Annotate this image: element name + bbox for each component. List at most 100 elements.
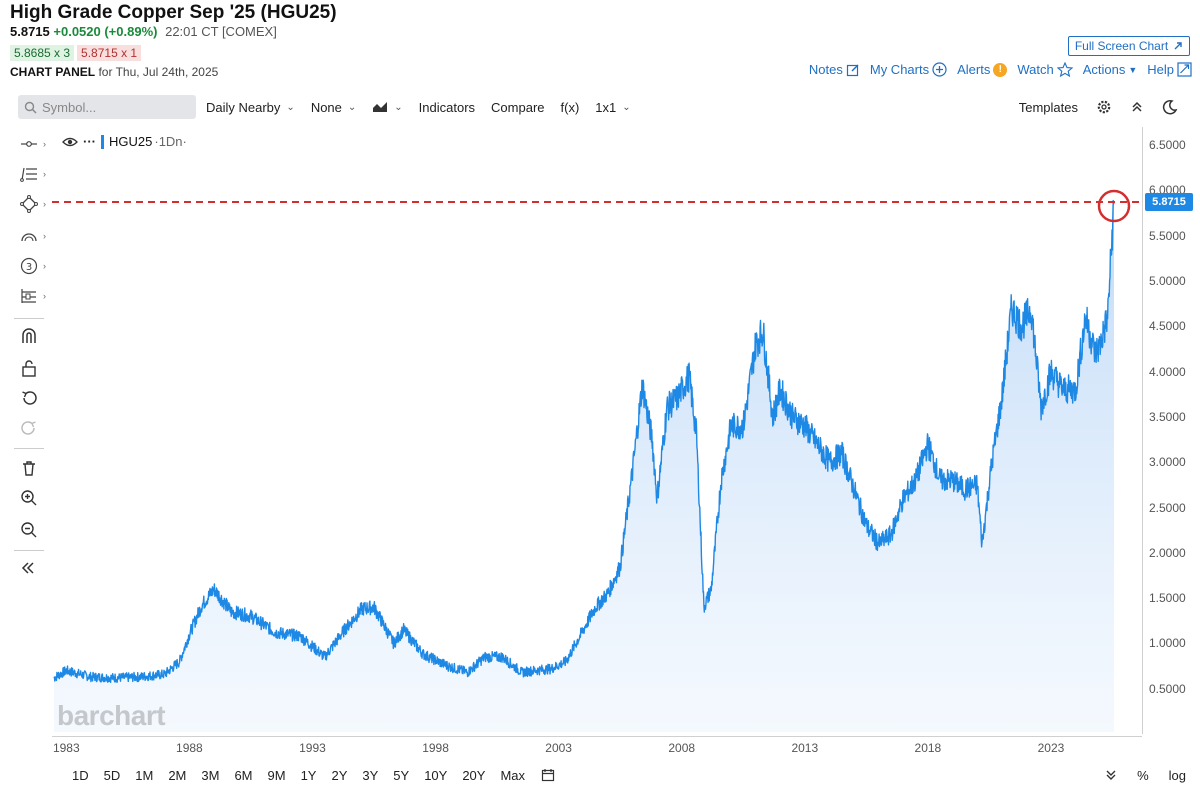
period-button-5d[interactable]: 5D [103, 767, 121, 783]
chevron-right-icon: › [43, 261, 46, 271]
period-button-6m[interactable]: 6M [234, 767, 253, 783]
last-price-tag: 5.8715 [1145, 193, 1193, 212]
double-chevron-down-icon[interactable] [1105, 769, 1117, 781]
time-tick-label: 1983 [52, 741, 80, 755]
price-tick-label: 4.0000 [1149, 364, 1186, 379]
legend-symbol: HGU25 [109, 134, 153, 149]
notes-link[interactable]: Notes [809, 62, 860, 77]
bid-ask: 5.8685 x 3 5.8715 x 1 [10, 45, 142, 61]
chart-type-dropdown[interactable]: ⌄ [372, 101, 403, 113]
zoom-in-button[interactable] [20, 488, 50, 508]
time-tick-label: 2003 [545, 741, 572, 755]
last-price-marker [1097, 189, 1131, 223]
collapse-sidebar-button[interactable] [20, 558, 50, 578]
redo-button[interactable] [20, 418, 50, 438]
calendar-icon[interactable] [541, 768, 555, 782]
period-button-20y[interactable]: 20Y [462, 767, 486, 783]
arc-tools-button[interactable]: › [20, 226, 50, 246]
alerts-link[interactable]: Alerts ! [957, 62, 1008, 77]
period-button-2y[interactable]: 2Y [331, 767, 348, 783]
watch-link[interactable]: Watch [1017, 62, 1073, 77]
overlay-dropdown[interactable]: None ⌄ [311, 100, 356, 115]
indicators-button[interactable]: Indicators [419, 100, 475, 115]
period-button-1d[interactable]: 1D [72, 767, 89, 783]
time-tick-label: 2018 [914, 741, 942, 755]
quote-line: 5.8715 +0.0520 (+0.89%) 22:01 CT [COMEX] [10, 24, 277, 39]
period-button-9m[interactable]: 9M [267, 767, 286, 783]
line-tools-button[interactable]: › [20, 134, 50, 154]
bottom-right-controls: % log [1105, 760, 1186, 790]
price-tick-label: 3.5000 [1149, 409, 1186, 424]
actions-menu[interactable]: Actions ▼ [1083, 62, 1138, 77]
price-tick-label: 5.0000 [1149, 274, 1186, 288]
help-link[interactable]: Help [1147, 62, 1192, 77]
time-tick-label: 2008 [668, 741, 696, 755]
zoom-in-icon [21, 490, 37, 506]
dark-mode-moon-icon[interactable] [1162, 99, 1178, 115]
help-icon [1177, 62, 1192, 77]
measure-icon [21, 289, 36, 303]
my-charts-link[interactable]: My Charts [870, 62, 947, 77]
price-tick-label: 1.5000 [1149, 591, 1186, 606]
measure-tools-button[interactable]: › [20, 286, 50, 306]
price-tick-label: 1.0000 [1149, 636, 1186, 651]
delete-drawings-button[interactable] [20, 458, 50, 478]
price-tick-label: 2.5000 [1149, 500, 1186, 515]
price-tick-label: 2.0000 [1149, 545, 1186, 560]
chevron-down-icon: ⌄ [286, 101, 295, 113]
zoom-out-button[interactable] [20, 520, 50, 540]
barchart-watermark: barchart [57, 700, 166, 731]
fx-button[interactable]: f(x) [561, 100, 580, 115]
price-change: +0.0520 (+0.89%) [53, 24, 158, 39]
chevron-down-icon: ⌄ [622, 101, 631, 113]
sidebar-divider [14, 318, 44, 319]
legend-menu[interactable]: ··· [83, 134, 96, 149]
shape-tools-button[interactable]: › [20, 194, 50, 214]
percent-toggle[interactable]: % [1137, 767, 1149, 783]
panel-date: for Thu, Jul 24th, 2025 [98, 65, 219, 79]
period-button-5y[interactable]: 5Y [393, 767, 410, 783]
alerts-label: Alerts [957, 62, 991, 77]
undo-button[interactable] [20, 388, 50, 408]
symbol-search-input[interactable]: Symbol... [18, 95, 196, 119]
compare-button[interactable]: Compare [491, 100, 544, 115]
chart-area[interactable] [52, 127, 1143, 734]
indicators-label: Indicators [418, 99, 476, 115]
layout-dropdown[interactable]: 1x1 ⌄ [595, 100, 630, 115]
time-tick-label: 2013 [791, 741, 819, 755]
legend-suffix: ·1Dn· [154, 134, 187, 149]
price-tick-label: 4.5000 [1149, 319, 1186, 334]
price-axis[interactable]: 6.5000 6.0000 5.5000 5.0000 4.5000 4.0000 3.50… [1143, 127, 1200, 734]
toolbar-right: Templates [1019, 92, 1178, 122]
period-button-max[interactable]: Max [500, 767, 526, 783]
period-button-3y[interactable]: 3Y [362, 767, 379, 783]
time-axis[interactable]: 1983 1988 1993 1998 2003 2008 2013 2018 2023 [52, 736, 1142, 759]
period-dropdown[interactable]: Daily Nearby ⌄ [206, 100, 295, 115]
period-button-1m[interactable]: 1M [135, 767, 154, 783]
eye-icon[interactable] [62, 136, 78, 148]
chevron-right-icon: › [43, 139, 46, 149]
watch-label: Watch [1017, 62, 1054, 77]
magnet-button[interactable] [20, 326, 50, 346]
price-tick-label: 6.5000 [1149, 138, 1186, 153]
my-charts-label: My Charts [869, 62, 930, 77]
collapse-up-icon[interactable] [1130, 100, 1144, 114]
period-button-2m[interactable]: 2M [168, 767, 187, 783]
templates-button[interactable]: Templates [1018, 99, 1078, 115]
price-area-fill [54, 200, 1114, 733]
log-toggle[interactable]: log [1168, 767, 1186, 783]
lock-button[interactable] [20, 358, 50, 378]
gear-icon[interactable] [1096, 99, 1112, 115]
price-chart[interactable] [52, 127, 1142, 734]
period-button-1y[interactable]: 1Y [300, 767, 317, 783]
fib-tools-button[interactable]: › [20, 164, 50, 184]
pattern-tools-button[interactable]: 3 › [20, 256, 50, 276]
period-button-10y[interactable]: 10Y [424, 767, 448, 783]
period-label: Daily Nearby [206, 99, 281, 115]
full-screen-chart-button[interactable]: Full Screen Chart [1068, 36, 1190, 56]
full-screen-label: Full Screen Chart [1074, 39, 1169, 53]
undo-icon [22, 391, 37, 405]
period-button-3m[interactable]: 3M [201, 767, 220, 783]
svg-text:3: 3 [26, 262, 32, 273]
time-tick-label: 2023 [1037, 741, 1065, 755]
